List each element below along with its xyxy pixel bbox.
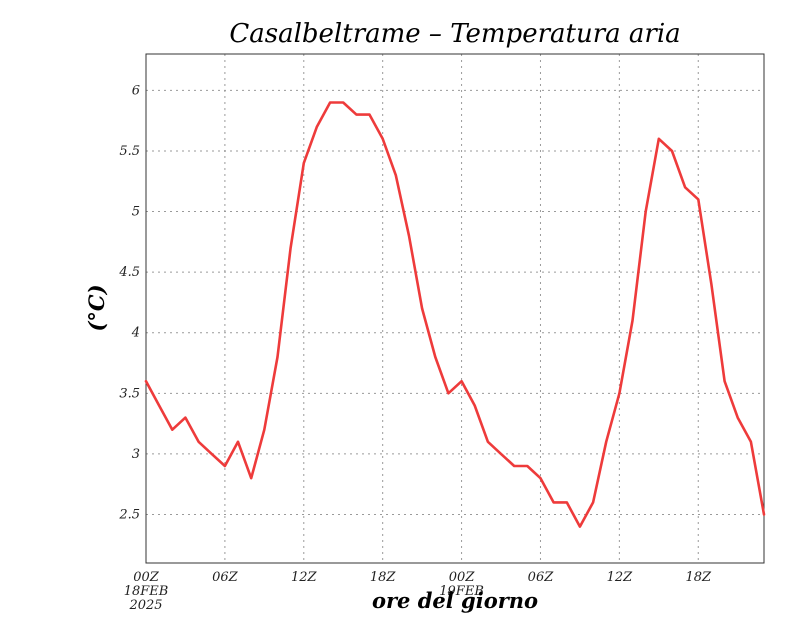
y-tick-label: 4.5 [118,265,140,280]
x-tick-label: 12Z [291,570,318,585]
y-axis-label: (°C) [84,284,109,331]
temperature-series-line [144,101,766,528]
x-tick-label: 18Z [685,570,712,585]
y-tick-label: 5 [132,205,140,220]
x-tick-label: 06Z [528,570,555,585]
x-tick-date-label: 2025 [128,598,162,613]
x-tick-label: 06Z [212,570,239,585]
series-layer [144,101,766,528]
grid-lines [146,54,764,563]
y-tick-label: 5.5 [119,144,140,159]
x-tick-label: 00Z [133,570,160,585]
y-tick-label: 2.5 [118,508,140,523]
y-tick-label: 3 [132,447,140,462]
y-tick-label: 3.5 [119,386,140,401]
x-axis-label: ore del giorno [372,588,538,613]
y-axis-ticks: 2.5 3 3.5 4 4.5 5 5.5 6 [118,83,140,522]
x-tick-label: 12Z [607,570,634,585]
plot-frame [145,53,765,564]
chart-title: Casalbeltrame – Temperatura aria [229,19,680,49]
y-tick-label: 4 [131,326,140,341]
x-tick-date-label: 18FEB [124,584,169,599]
y-tick-label: 6 [132,83,140,98]
x-tick-date-label: 19FEB [439,584,484,599]
x-tick-label: 18Z [370,570,397,585]
x-tick-label: 00Z [449,570,476,585]
